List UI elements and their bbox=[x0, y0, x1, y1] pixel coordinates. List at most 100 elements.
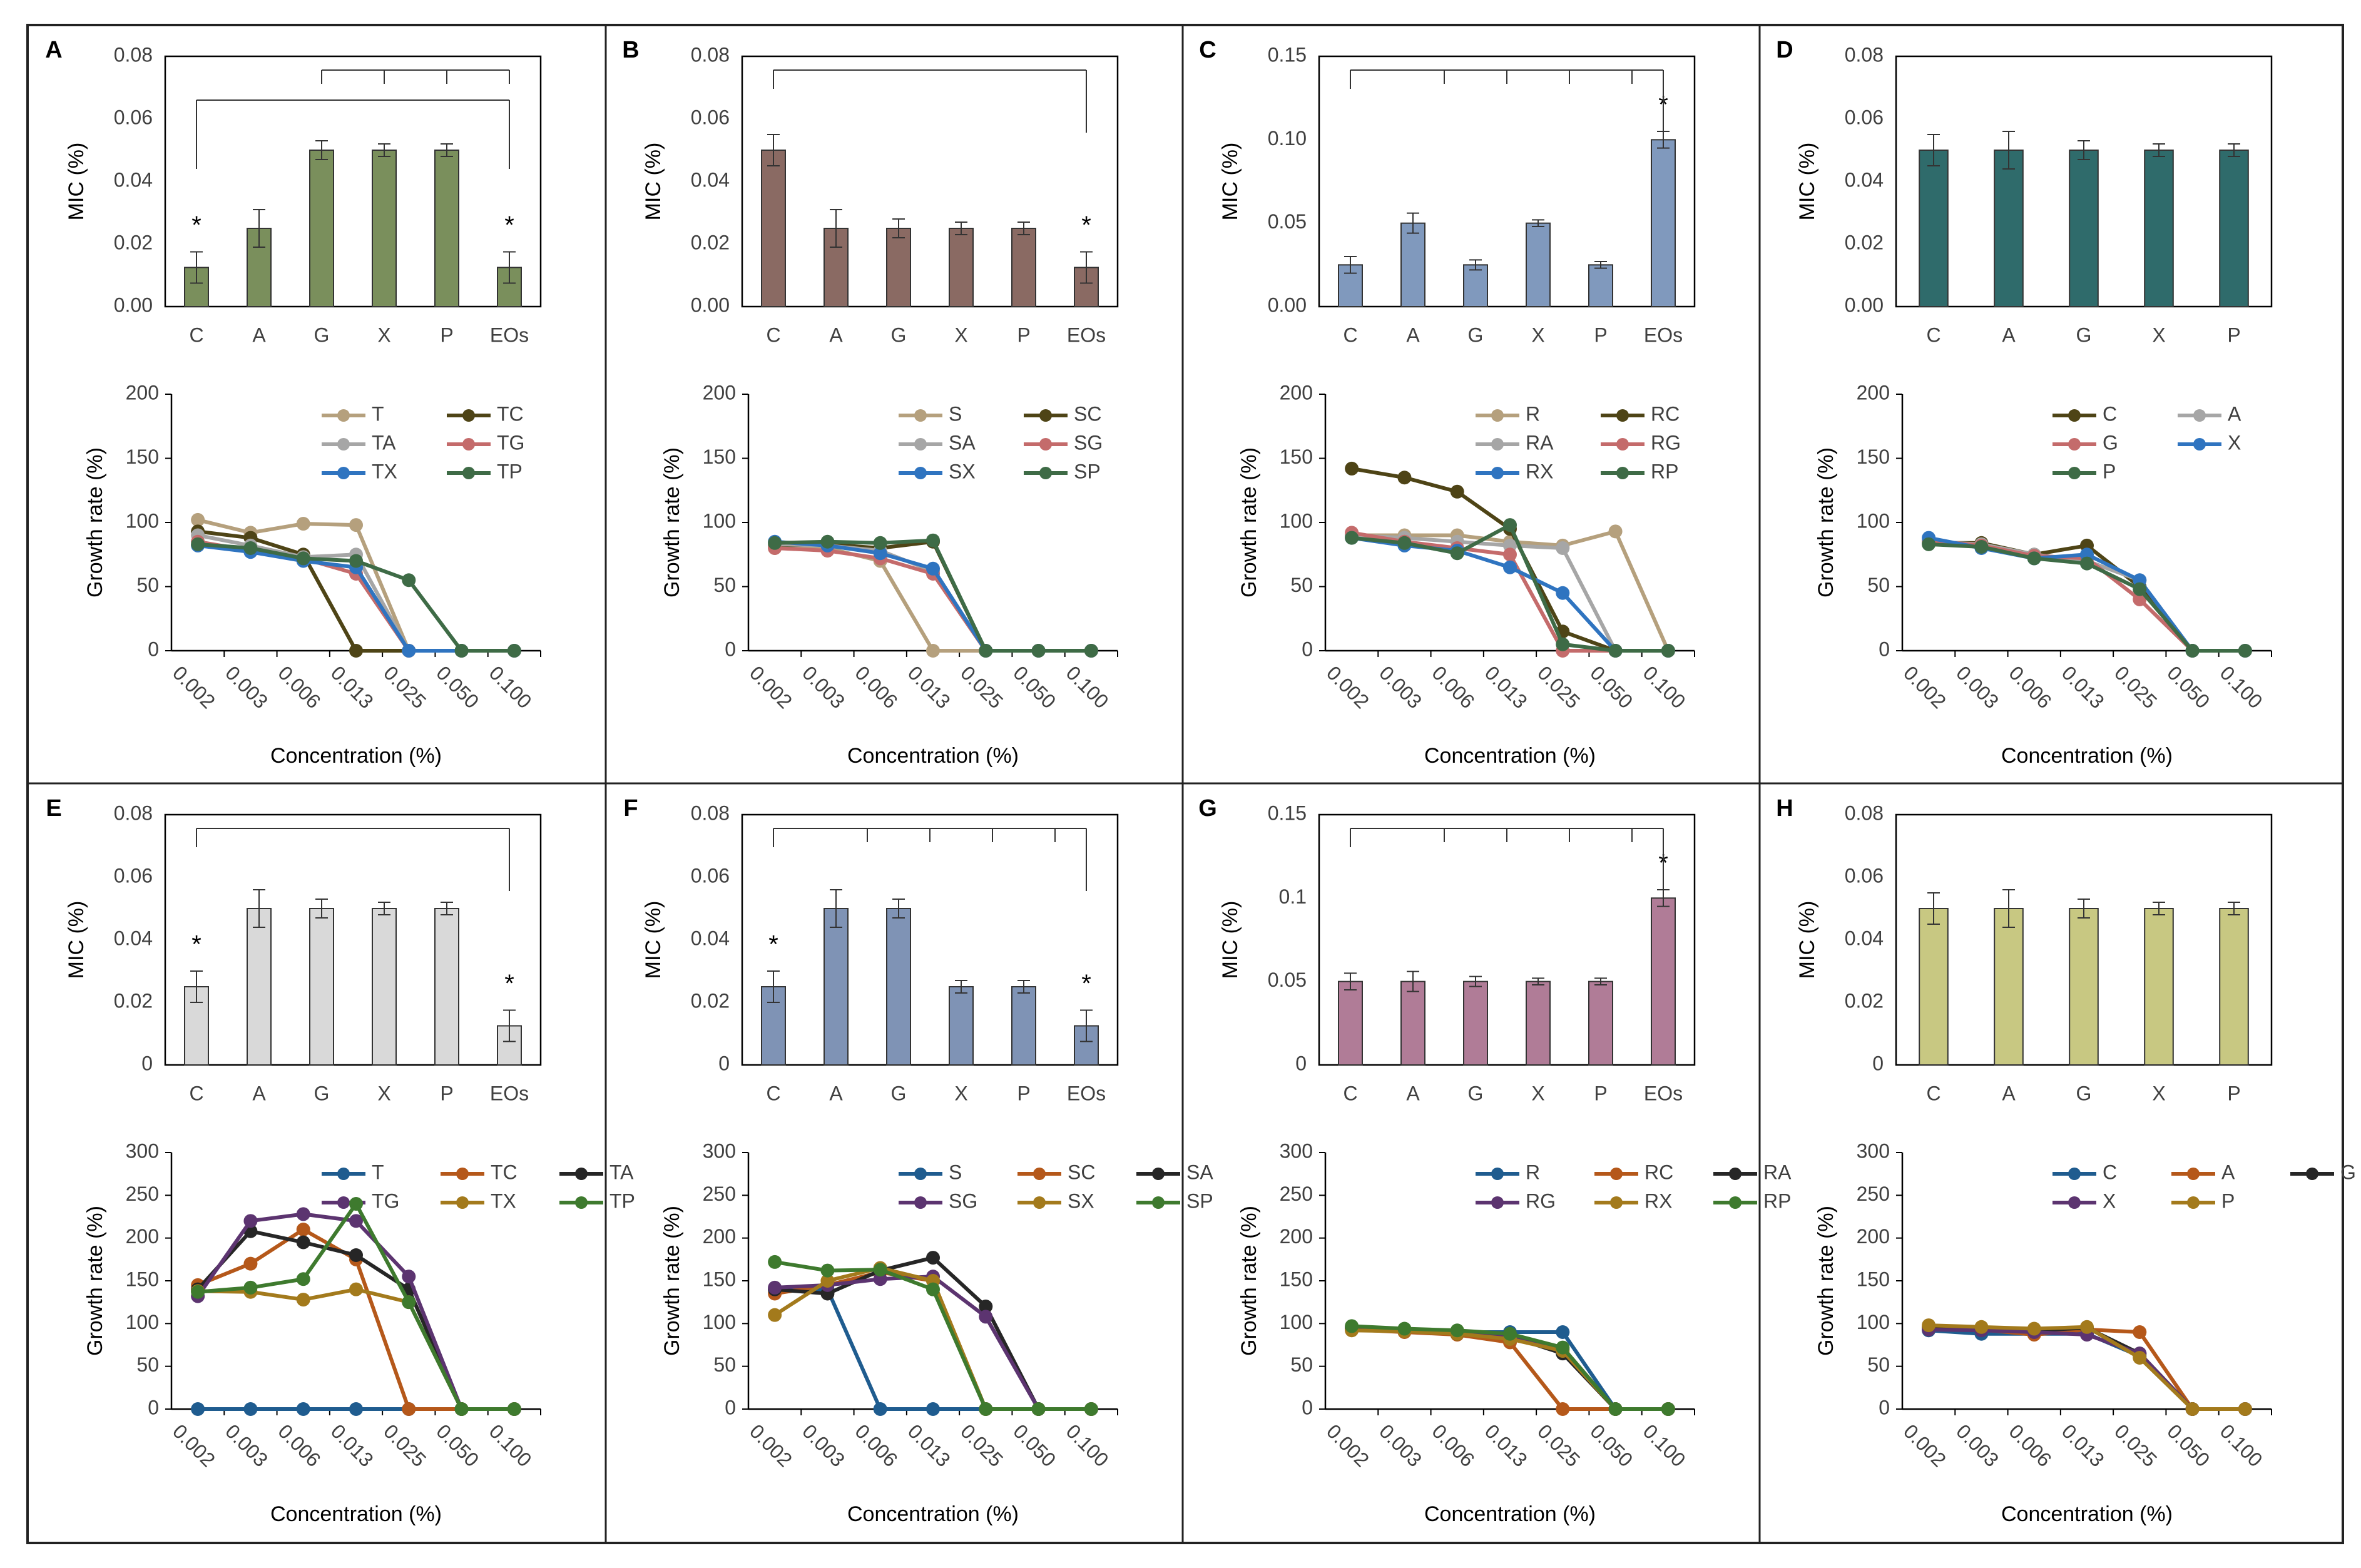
legend-marker-A-TC bbox=[462, 409, 475, 422]
significance-star-B: * bbox=[1081, 211, 1091, 239]
series-point-H-P bbox=[1922, 1318, 1936, 1333]
series-point-A-TP bbox=[243, 541, 258, 555]
bar-ytick-label-F: 0.08 bbox=[691, 802, 730, 824]
legend-marker-H-P bbox=[2187, 1196, 2200, 1209]
legend-label-C-RX: RX bbox=[1526, 460, 1553, 482]
bar-plot-frame-F bbox=[741, 813, 1119, 1066]
series-point-F-SG bbox=[979, 1310, 993, 1324]
series-point-D-P bbox=[1922, 537, 1936, 551]
bar-category-label-G: EOs bbox=[1644, 1082, 1683, 1104]
line-xtick-label-B: 0.006 bbox=[850, 661, 902, 713]
legend-label-G-R: R bbox=[1526, 1161, 1540, 1183]
legend-marker-B-S bbox=[914, 409, 927, 422]
bar-ytick-label-D: 0.06 bbox=[1845, 106, 1884, 128]
line-ytick-label-E: 150 bbox=[126, 1268, 159, 1290]
series-point-F-S bbox=[926, 1402, 940, 1416]
bar-ytick-label-G: 0 bbox=[1295, 1052, 1307, 1074]
series-point-G-RP bbox=[1661, 1402, 1675, 1416]
series-point-H-P bbox=[2080, 1320, 2094, 1334]
legend-marker-H-A bbox=[2187, 1168, 2200, 1180]
legend-marker-G-RC bbox=[1610, 1168, 1623, 1180]
bar-category-label-E: G bbox=[314, 1082, 330, 1104]
bar-ytick-label-C: 0.15 bbox=[1268, 43, 1307, 66]
bar-plot-frame-A bbox=[164, 55, 542, 308]
line-ylabel-E: Growth rate (%) bbox=[83, 1206, 107, 1356]
line-xlabel-H: Concentration (%) bbox=[2001, 1502, 2173, 1526]
bar-C-EOs bbox=[1651, 139, 1676, 307]
series-point-E-TG bbox=[243, 1214, 258, 1228]
line-xtick-label-D: 0.013 bbox=[2058, 661, 2109, 713]
line-xtick-label-G: 0.006 bbox=[1427, 1420, 1479, 1471]
bar-category-label-B: X bbox=[954, 323, 967, 346]
series-point-A-T bbox=[191, 512, 205, 527]
line-xtick-label-C: 0.025 bbox=[1533, 661, 1584, 713]
bar-ytick-label-F: 0 bbox=[718, 1052, 730, 1074]
legend-label-G-RP: RP bbox=[1763, 1189, 1791, 1212]
bar-category-label-D: A bbox=[2002, 323, 2016, 346]
series-point-C-RC bbox=[1345, 461, 1359, 476]
line-ytick-label-F: 200 bbox=[703, 1225, 736, 1248]
series-point-E-TG bbox=[402, 1270, 416, 1284]
series-point-F-SP bbox=[1031, 1402, 1046, 1416]
series-point-D-P bbox=[1974, 539, 1989, 554]
series-point-B-SP bbox=[926, 533, 940, 547]
series-point-A-TP bbox=[349, 554, 363, 568]
line-ytick-label-D: 150 bbox=[1857, 445, 1890, 468]
series-point-F-SP bbox=[768, 1255, 782, 1269]
line-ytick-label-D: 100 bbox=[1857, 509, 1890, 532]
legend-label-C-R: R bbox=[1526, 402, 1540, 425]
panel-label-G: G bbox=[1198, 795, 1217, 822]
line-xtick-label-F: 0.025 bbox=[956, 1420, 1007, 1471]
line-ytick-label-F: 250 bbox=[703, 1183, 736, 1205]
bar-B-G bbox=[886, 228, 911, 307]
series-point-G-RP bbox=[1345, 1319, 1359, 1333]
legend-label-A-TP: TP bbox=[497, 460, 523, 482]
legend-label-E-TG: TG bbox=[372, 1189, 399, 1212]
bar-ytick-label-H: 0.08 bbox=[1845, 802, 1884, 824]
series-point-B-SP bbox=[1031, 644, 1046, 658]
line-xtick-label-E: 0.003 bbox=[221, 1420, 272, 1471]
line-ytick-label-C: 200 bbox=[1280, 381, 1313, 404]
line-xtick-label-G: 0.100 bbox=[1639, 1420, 1690, 1471]
bar-ytick-label-D: 0.04 bbox=[1845, 168, 1884, 191]
series-point-A-TP bbox=[454, 644, 469, 658]
series-point-C-RP bbox=[1450, 546, 1464, 561]
legend-label-E-TX: TX bbox=[491, 1189, 516, 1212]
line-xtick-label-H: 0.100 bbox=[2216, 1420, 2267, 1471]
bar-ylabel-H: MIC (%) bbox=[1795, 901, 1819, 979]
series-point-B-SX bbox=[873, 546, 887, 561]
legend-marker-F-SC bbox=[1033, 1168, 1046, 1180]
series-point-E-TP bbox=[454, 1402, 469, 1416]
series-point-E-TA bbox=[296, 1235, 310, 1250]
series-point-A-TP bbox=[507, 644, 521, 658]
bar-ytick-label-D: 0.08 bbox=[1845, 43, 1884, 66]
line-xlabel-E: Concentration (%) bbox=[270, 1502, 442, 1526]
line-ytick-label-H: 150 bbox=[1857, 1268, 1890, 1290]
bar-ytick-label-C: 0.05 bbox=[1268, 210, 1307, 233]
bar-ytick-label-E: 0.02 bbox=[114, 989, 153, 1012]
bar-category-label-F: X bbox=[954, 1082, 967, 1104]
series-point-F-SX bbox=[768, 1308, 782, 1322]
series-point-F-S bbox=[873, 1402, 887, 1416]
series-point-G-RP bbox=[1608, 1402, 1623, 1416]
line-xtick-label-B: 0.025 bbox=[956, 661, 1007, 713]
series-point-A-TP bbox=[191, 537, 205, 551]
bar-D-A bbox=[1994, 150, 2024, 307]
line-xlabel-B: Concentration (%) bbox=[847, 744, 1019, 768]
series-point-B-SX bbox=[926, 561, 940, 576]
series-line-B-SC bbox=[775, 539, 1091, 653]
bar-category-label-C: G bbox=[1468, 323, 1484, 346]
series-point-F-SP bbox=[1084, 1402, 1098, 1416]
series-point-G-RP bbox=[1556, 1340, 1570, 1355]
line-ylabel-C: Growth rate (%) bbox=[1237, 447, 1261, 598]
bar-category-label-B: A bbox=[829, 323, 843, 346]
series-point-B-SP bbox=[820, 534, 835, 549]
legend-marker-D-G bbox=[2068, 438, 2081, 451]
legend-marker-A-TA bbox=[337, 438, 350, 451]
legend-label-D-G: G bbox=[2103, 431, 2118, 454]
legend-marker-F-S bbox=[914, 1168, 927, 1180]
legend-label-C-RA: RA bbox=[1526, 431, 1554, 454]
legend-marker-G-R bbox=[1491, 1168, 1504, 1180]
legend-marker-G-RG bbox=[1491, 1196, 1504, 1209]
series-point-E-T bbox=[191, 1402, 205, 1416]
